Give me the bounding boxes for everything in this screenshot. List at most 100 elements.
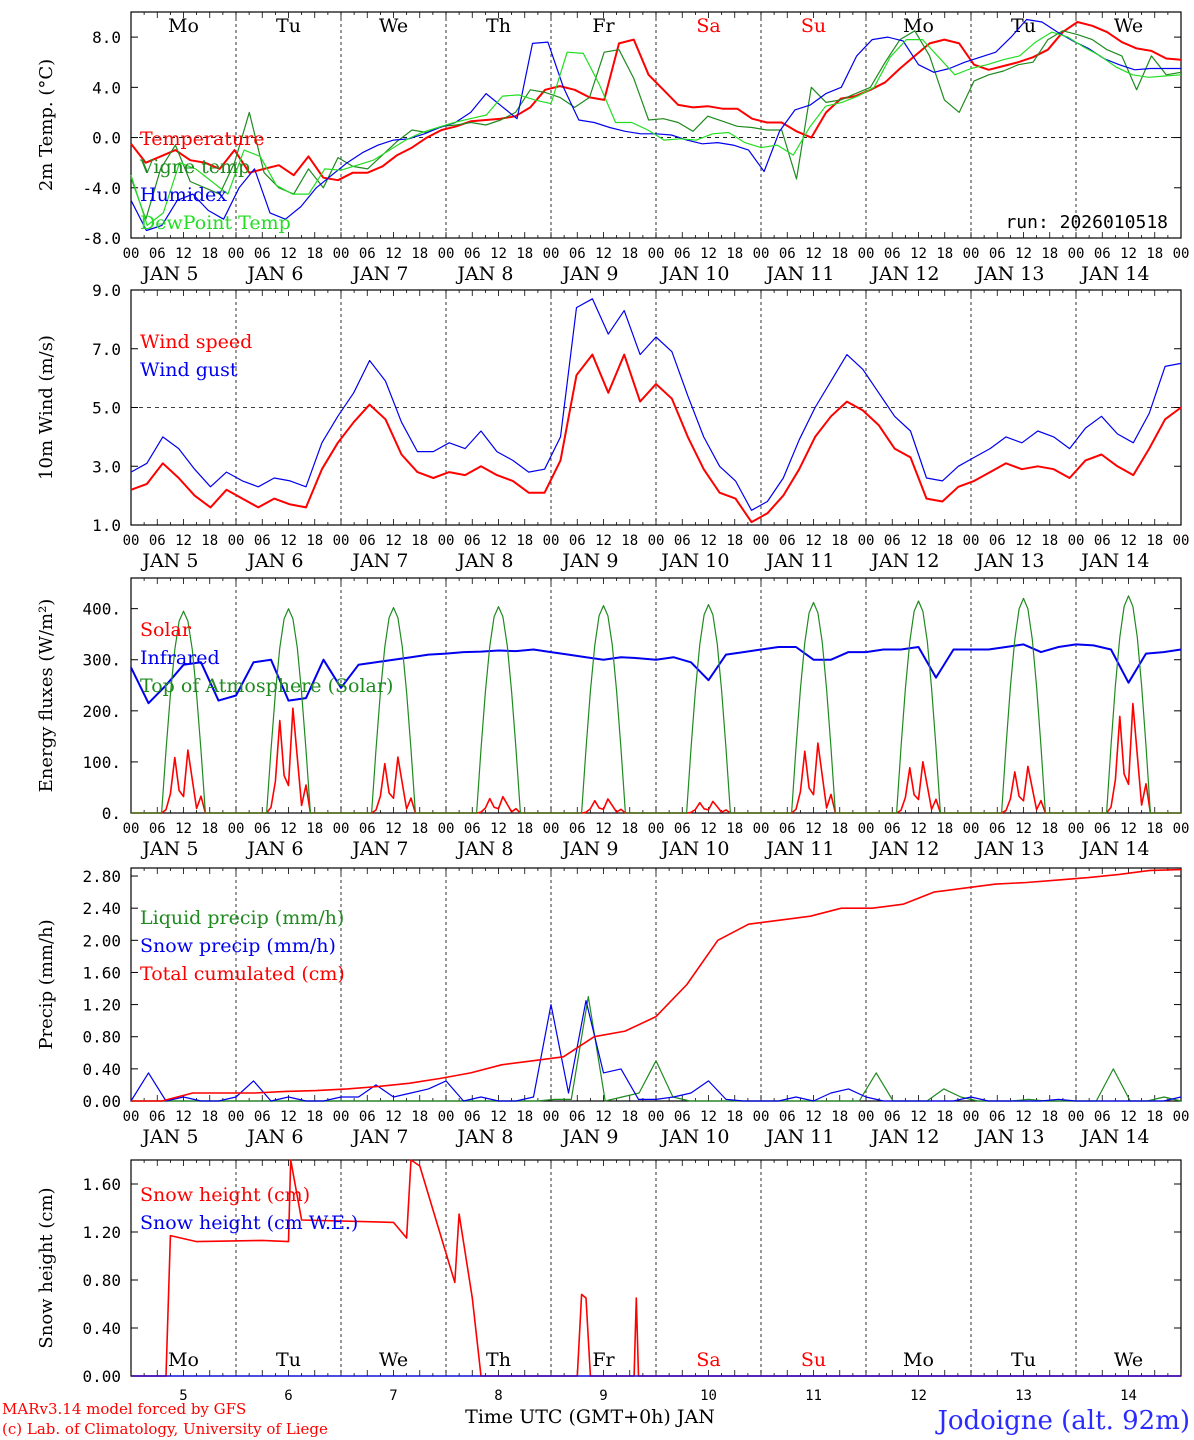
day-number-label: 7 xyxy=(389,1388,397,1404)
hour-tick-label: 06 xyxy=(359,1109,376,1125)
hour-tick-label: 18 xyxy=(1146,1109,1163,1125)
hour-tick-label: 18 xyxy=(621,246,638,262)
hour-tick-label: 18 xyxy=(936,821,953,837)
hour-tick-label: 12 xyxy=(1015,1109,1032,1125)
hour-tick-label: 18 xyxy=(1041,533,1058,549)
hour-tick-label: 18 xyxy=(831,821,848,837)
weekday-label: Tu xyxy=(1011,1349,1036,1371)
hour-tick-label: 06 xyxy=(569,246,586,262)
hour-tick-label: 18 xyxy=(516,821,533,837)
hour-tick-label: 00 xyxy=(228,1109,245,1125)
hour-tick-label: 12 xyxy=(910,1109,927,1125)
y-tick-label: 1.60 xyxy=(82,963,121,982)
series-line-dewpoint-temp xyxy=(130,31,1182,226)
weekday-label: Tu xyxy=(276,15,301,37)
hour-tick-label: 00 xyxy=(1173,1109,1190,1125)
hour-tick-label: 18 xyxy=(621,821,638,837)
y-tick-label: 2.40 xyxy=(82,899,121,918)
hour-tick-label: 12 xyxy=(595,246,612,262)
date-label: JAN 6 xyxy=(245,838,303,860)
hour-tick-label: 00 xyxy=(1068,246,1085,262)
legend-entry: Wind speed xyxy=(140,331,252,353)
hour-tick-label: 12 xyxy=(805,246,822,262)
legend-entry: Temperature xyxy=(140,128,264,150)
date-label: JAN 9 xyxy=(560,1126,618,1148)
hour-tick-label: 06 xyxy=(464,1109,481,1125)
panel-1: -8.0 -4.0 0.0 4.0 8.0 2m Temp. (°C) 00 06 12 18 00… xyxy=(36,11,1189,285)
hour-tick-label: 12 xyxy=(595,533,612,549)
hour-tick-label: 12 xyxy=(595,821,612,837)
hour-tick-label: 18 xyxy=(831,1109,848,1125)
hour-tick-label: 18 xyxy=(201,533,218,549)
date-label: JAN 14 xyxy=(1079,550,1149,572)
panel-3: 0. 100. 200. 300. 400. Energy fluxes (W/m²) 00… xyxy=(36,577,1189,860)
hour-tick-label: 18 xyxy=(831,533,848,549)
legend-entry: Top of Atmosphere (Solar) xyxy=(140,675,393,697)
hour-tick-label: 06 xyxy=(779,246,796,262)
hour-tick-label: 00 xyxy=(543,246,560,262)
hour-tick-label: 06 xyxy=(989,533,1006,549)
series-line-humidex xyxy=(130,18,1181,232)
date-label: JAN 12 xyxy=(869,838,939,860)
legend-entry: Solar xyxy=(140,619,192,641)
hour-tick-label: 18 xyxy=(201,1109,218,1125)
hour-tick-label: 00 xyxy=(228,246,245,262)
date-label: JAN 5 xyxy=(140,263,198,285)
station-label: Jodoigne (alt. 92m) xyxy=(934,1406,1190,1436)
y-tick-label: 0.00 xyxy=(82,1092,121,1111)
hour-tick-label: 06 xyxy=(569,821,586,837)
date-label: JAN 12 xyxy=(869,550,939,572)
date-label: JAN 10 xyxy=(659,263,729,285)
hour-tick-label: 18 xyxy=(411,821,428,837)
hour-tick-label: 12 xyxy=(1015,246,1032,262)
hour-tick-label: 00 xyxy=(1068,533,1085,549)
hour-tick-label: 12 xyxy=(490,1109,507,1125)
series-line-wind-speed xyxy=(130,353,1182,524)
date-label: JAN 11 xyxy=(764,1126,834,1148)
date-label: JAN 13 xyxy=(974,550,1044,572)
y-tick-label: 7.0 xyxy=(92,340,121,359)
hour-tick-label: 18 xyxy=(306,1109,323,1125)
series-line-top-of-atmosphere-solar- xyxy=(131,595,1181,814)
y-tick-label: 0. xyxy=(102,804,121,823)
legend-entry: Humidex xyxy=(140,184,227,206)
date-label: JAN 9 xyxy=(560,263,618,285)
weekday-label: Su xyxy=(801,15,826,37)
day-number-label: 12 xyxy=(910,1388,927,1404)
hour-tick-label: 18 xyxy=(516,1109,533,1125)
legend-entry: Snow precip (mm/h) xyxy=(140,935,336,957)
hour-tick-label: 12 xyxy=(280,821,297,837)
date-label: JAN 14 xyxy=(1079,1126,1149,1148)
date-label: JAN 11 xyxy=(764,838,834,860)
y-tick-label: 100. xyxy=(82,753,121,772)
hour-tick-label: 12 xyxy=(175,246,192,262)
hour-tick-label: 12 xyxy=(490,246,507,262)
date-label: JAN 11 xyxy=(764,550,834,572)
x-axis-label: Time UTC (GMT+0h) JAN xyxy=(465,1406,715,1428)
hour-tick-label: 18 xyxy=(411,246,428,262)
hour-tick-label: 06 xyxy=(989,1109,1006,1125)
weekday-label: Mo xyxy=(903,15,934,37)
date-label: JAN 12 xyxy=(869,263,939,285)
hour-tick-label: 18 xyxy=(621,1109,638,1125)
hour-tick-label: 18 xyxy=(936,1109,953,1125)
y-tick-label: 1.20 xyxy=(82,996,121,1015)
hour-tick-label: 00 xyxy=(858,533,875,549)
date-label: JAN 7 xyxy=(350,550,408,572)
hour-tick-label: 06 xyxy=(254,246,271,262)
hour-tick-label: 06 xyxy=(149,821,166,837)
hour-tick-label: 12 xyxy=(700,246,717,262)
series-line-temperature xyxy=(130,21,1182,182)
hour-tick-label: 18 xyxy=(306,821,323,837)
hour-tick-label: 00 xyxy=(333,821,350,837)
legend-entry: Liquid precip (mm/h) xyxy=(140,907,344,929)
hour-tick-label: 06 xyxy=(779,821,796,837)
hour-tick-label: 06 xyxy=(989,821,1006,837)
y-tick-label: 8.0 xyxy=(92,28,121,47)
date-label: JAN 8 xyxy=(455,1126,513,1148)
day-number-label: 11 xyxy=(805,1388,822,1404)
y-tick-label: -8.0 xyxy=(82,229,121,248)
hour-tick-label: 06 xyxy=(674,1109,691,1125)
hour-tick-label: 00 xyxy=(438,533,455,549)
date-label: JAN 8 xyxy=(455,550,513,572)
